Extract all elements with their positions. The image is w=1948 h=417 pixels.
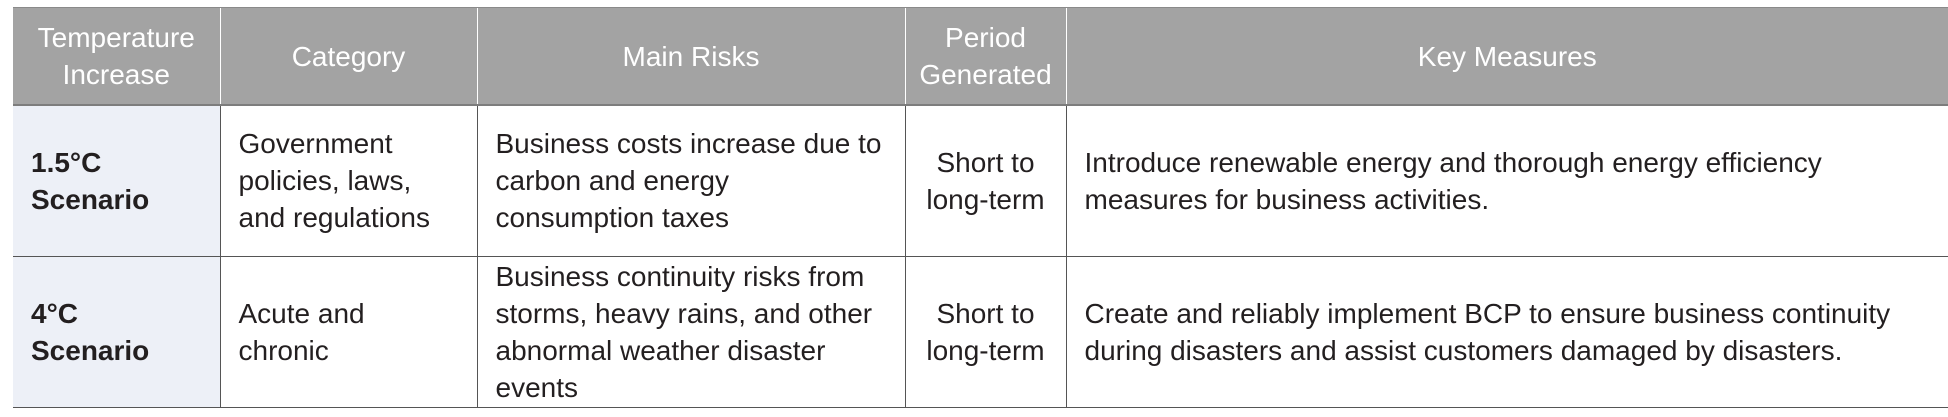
header-row: Temperature Increase Category Main Risks…	[13, 7, 1948, 106]
period-cell: Short to long-term	[904, 105, 1066, 257]
scenario-cell: 1.5°C Scenario	[13, 105, 220, 257]
key-measures-cell: Introduce renewable energy and thorough …	[1065, 105, 1948, 257]
table-row: 1.5°C Scenario Government policies, laws…	[13, 105, 1948, 257]
table-row: 4°C Scenario Acute and chronic Business …	[13, 256, 1948, 408]
header-main-risks: Main Risks	[476, 7, 905, 106]
climate-risk-table: Temperature Increase Category Main Risks…	[13, 7, 1948, 408]
header-temperature-increase: Temperature Increase	[13, 7, 220, 106]
header-period-generated: Period Generated	[904, 7, 1066, 106]
key-measures-cell: Create and reliably implement BCP to ens…	[1065, 256, 1948, 408]
header-category: Category	[219, 7, 477, 106]
main-risks-cell: Business continuity risks from storms, h…	[476, 256, 905, 408]
period-cell: Short to long-term	[904, 256, 1066, 408]
scenario-cell: 4°C Scenario	[13, 256, 220, 408]
climate-risk-table-container: Temperature Increase Category Main Risks…	[13, 7, 1948, 408]
header-key-measures: Key Measures	[1065, 7, 1948, 106]
category-cell: Acute and chronic	[219, 256, 477, 408]
main-risks-cell: Business costs increase due to carbon an…	[476, 105, 905, 257]
category-cell: Government policies, laws, and regulatio…	[219, 105, 477, 257]
